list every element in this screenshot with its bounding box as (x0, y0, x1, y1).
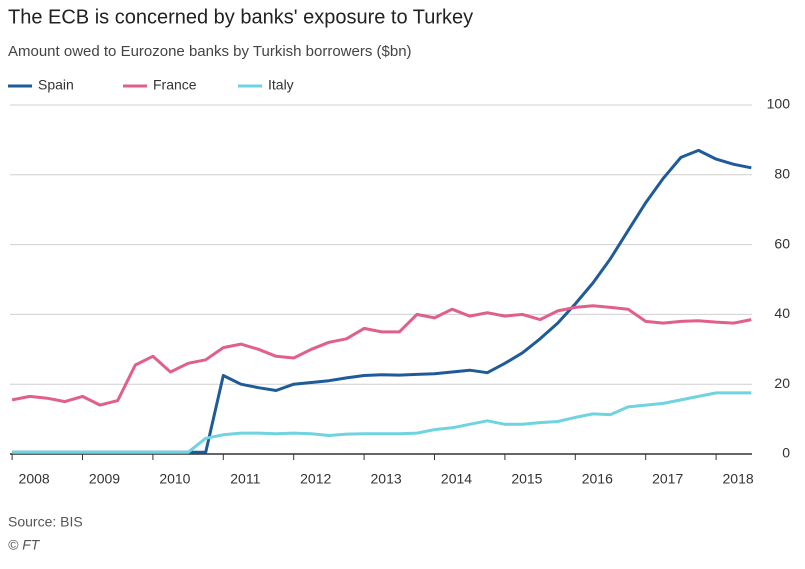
credit: © FT (8, 537, 41, 553)
legend-label: Spain (38, 77, 74, 93)
y-tick-label: 40 (774, 305, 790, 321)
x-tick-label: 2010 (159, 471, 190, 487)
y-tick-label: 100 (767, 96, 791, 112)
chart-subtitle: Amount owed to Eurozone banks by Turkish… (8, 43, 412, 60)
y-tick-label: 0 (782, 445, 790, 461)
y-tick-label: 60 (774, 235, 790, 251)
y-tick-label: 20 (774, 375, 790, 391)
x-tick-label: 2016 (582, 471, 613, 487)
x-tick-label: 2009 (89, 471, 120, 487)
chart-title: The ECB is concerned by banks' exposure … (8, 6, 473, 28)
legend-label: Italy (268, 77, 294, 93)
y-tick-label: 80 (774, 166, 790, 182)
x-tick-label: 2014 (441, 471, 472, 487)
x-tick-label: 2018 (723, 471, 754, 487)
x-tick-label: 2012 (300, 471, 331, 487)
series-line (12, 391, 752, 454)
x-tick-label: 2011 (230, 471, 260, 487)
x-tick-label: 2013 (371, 471, 402, 487)
legend-label: France (153, 77, 197, 93)
x-tick-label: 2017 (652, 471, 683, 487)
x-tick-label: 2008 (19, 471, 50, 487)
series-line (11, 304, 752, 407)
source: Source: BIS (8, 514, 83, 530)
x-tick-label: 2015 (511, 471, 542, 487)
